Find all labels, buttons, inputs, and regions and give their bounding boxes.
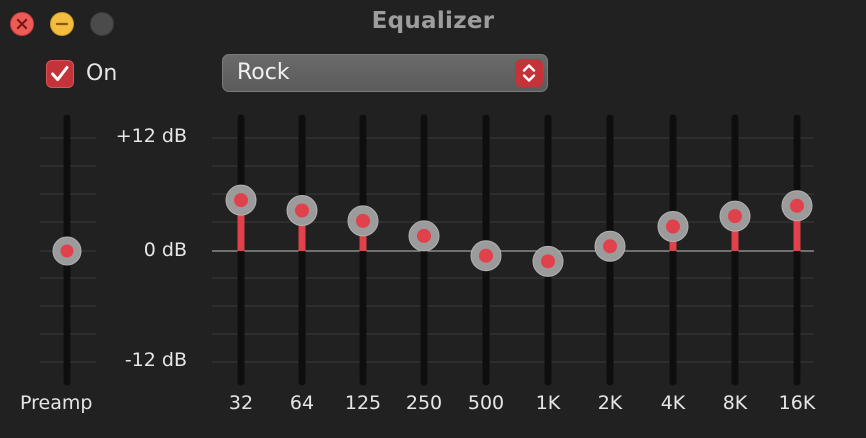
band-label-250: 250: [405, 392, 443, 414]
band-knob-dot: [417, 228, 431, 243]
band-knob-dot: [666, 219, 680, 234]
preamp-knob-dot: [60, 244, 74, 258]
band-knob-dot: [295, 203, 309, 218]
band-knob-dot: [541, 254, 555, 269]
band-label-125: 125: [344, 392, 382, 414]
minimize-window-button[interactable]: [50, 12, 74, 36]
db-zero-label: 0 dB: [143, 239, 187, 261]
close-window-button[interactable]: [10, 12, 34, 36]
window-title: Equalizer: [371, 8, 495, 34]
band-label-500: 500: [467, 392, 505, 414]
band-knob-dot: [356, 213, 370, 228]
on-label: On: [86, 61, 118, 86]
preset-selected-value: Rock: [237, 60, 290, 85]
band-label-4K: 4K: [660, 392, 686, 414]
db-min-label: -12 dB: [124, 349, 187, 371]
band-label-2K: 2K: [597, 392, 623, 414]
dropdown-stepper-icon: [515, 59, 543, 87]
band-label-8K: 8K: [722, 392, 748, 414]
preset-dropdown[interactable]: Rock: [222, 54, 548, 92]
band-label-32: 32: [228, 392, 254, 414]
preamp-label: Preamp: [20, 392, 93, 414]
band-knob-dot: [479, 248, 493, 263]
minimize-icon: [55, 22, 69, 26]
zoom-window-button[interactable]: [90, 12, 114, 36]
close-icon: [16, 18, 28, 30]
band-label-16K: 16K: [778, 392, 816, 414]
band-knob-dot: [603, 239, 617, 254]
on-checkbox[interactable]: [46, 60, 74, 88]
band-knob-dot: [790, 198, 804, 213]
band-label-64: 64: [289, 392, 315, 414]
band-knob-dot: [728, 209, 742, 224]
db-max-label: +12 dB: [115, 125, 187, 147]
checkmark-icon: [51, 66, 69, 82]
band-label-1K: 1K: [535, 392, 561, 414]
band-knob-dot: [234, 193, 248, 208]
